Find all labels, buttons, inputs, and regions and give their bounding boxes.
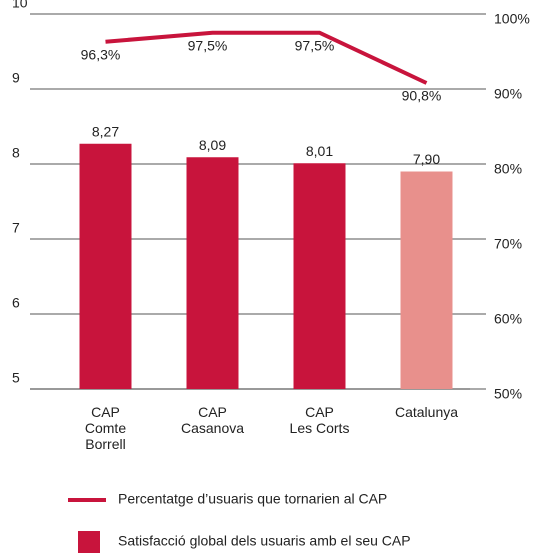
bar-label: 8,27 <box>92 123 119 139</box>
y2-tick-label: 90% <box>494 86 522 102</box>
bar <box>79 143 132 389</box>
line-label: 90,8% <box>402 88 442 104</box>
y-tick-label: 7 <box>12 220 20 236</box>
bar-label: 8,09 <box>199 137 226 153</box>
x-tick-label: CAP Comte Borrell <box>85 404 126 452</box>
y2-tick-label: 50% <box>494 386 522 402</box>
x-tick-label: Catalunya <box>395 404 458 420</box>
line-label: 96,3% <box>81 46 121 62</box>
bar-label: 8,01 <box>306 143 333 159</box>
y-tick-label: 5 <box>12 370 20 386</box>
legend-swatch <box>78 531 100 553</box>
bar <box>400 171 453 389</box>
y2-tick-label: 70% <box>494 236 522 252</box>
y-tick-label: 8 <box>12 145 20 161</box>
line <box>105 30 428 85</box>
y2-tick-label: 60% <box>494 311 522 327</box>
y-tick-label: 10 <box>12 0 28 11</box>
y-tick-label: 6 <box>12 295 20 311</box>
y2-tick-label: 100% <box>494 11 530 27</box>
y2-tick-label: 80% <box>494 161 522 177</box>
bar <box>186 157 239 389</box>
legend-label: Satisfacció global dels usuaris amb el s… <box>118 533 411 549</box>
x-tick-label: CAP Les Corts <box>290 404 350 436</box>
line-label: 97,5% <box>295 37 335 53</box>
bar <box>293 163 346 389</box>
legend-label: Percentatge d’usuaris que tornarien al C… <box>118 491 387 507</box>
bar-label: 7,90 <box>413 151 440 167</box>
line-label: 97,5% <box>188 37 228 53</box>
x-tick-label: CAP Casanova <box>181 404 244 436</box>
y-tick-label: 9 <box>12 70 20 86</box>
